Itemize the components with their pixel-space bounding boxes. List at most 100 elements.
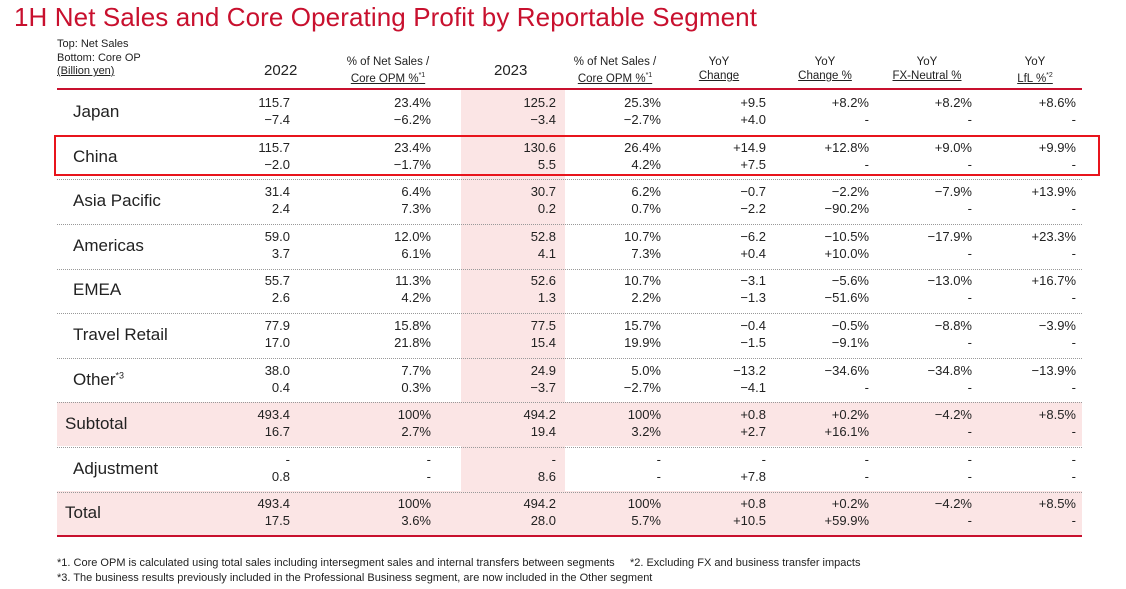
net-sales-yoy-change-cell: - bbox=[761, 451, 766, 467]
segment-name: Travel Retail bbox=[73, 325, 168, 344]
segment-name: Japan bbox=[73, 102, 120, 121]
segment-label: Total bbox=[65, 503, 101, 523]
net-sales-yoy-lfl-cell: +8.5% bbox=[1038, 496, 1076, 512]
footnote-1-2: *1. Core OPM is calculated using total s… bbox=[57, 557, 860, 569]
core-op-yoy-fx-neutral-cell: - bbox=[967, 290, 972, 306]
core-op-pct-2022-cell: 7.3% bbox=[401, 201, 431, 217]
core-op-pct-2022-cell: −1.7% bbox=[393, 156, 431, 172]
net-sales-yoy-change-cell: +0.8 bbox=[740, 496, 766, 512]
net-sales-yoy-change-pct-cell: +8.2% bbox=[831, 95, 869, 110]
segment-footnote-mark: *3 bbox=[115, 369, 125, 380]
net-sales-net-2022-cell: 31.4 bbox=[264, 184, 290, 200]
net-sales-pct-2022-cell: 12.0% bbox=[394, 228, 431, 244]
net-sales-yoy-change-pct-cell: −5.6% bbox=[831, 273, 869, 289]
segment-name: EMEA bbox=[73, 280, 122, 300]
footnote-2: Excluding FX and business transfer impac… bbox=[646, 557, 861, 569]
core-op-yoy-change-cell: +7.8 bbox=[740, 468, 766, 484]
header-yoy-l2: Change bbox=[698, 70, 740, 82]
core-op-pct-2023-cell: 5.7% bbox=[631, 513, 661, 529]
core-op-yoy-change-pct-cell: +59.9% bbox=[824, 513, 869, 529]
net-sales-yoy-change-cell: −6.2 bbox=[740, 228, 766, 244]
net-sales-yoy-change-pct-cell: −2.2% bbox=[831, 184, 869, 200]
net-sales-yoy-fx-neutral-cell: −8.8% bbox=[934, 318, 972, 333]
core-op-net-2023-cell: 4.1 bbox=[537, 245, 556, 261]
footnote-2-mark: *2. bbox=[629, 557, 644, 569]
net-sales-pct-2022-cell: 100% bbox=[397, 407, 431, 423]
core-op-pct-2022-cell: 6.1% bbox=[401, 245, 431, 261]
net-sales-net-2023-cell: 77.5 bbox=[530, 318, 556, 333]
core-op-pct-2022-cell: −6.2% bbox=[393, 112, 431, 127]
net-sales-net-2022-cell: - bbox=[285, 451, 290, 467]
net-sales-net-2023-cell: 494.2 bbox=[523, 496, 556, 512]
core-op-yoy-fx-neutral-cell: - bbox=[967, 112, 972, 127]
header-lfl: YoY LfL %*2 bbox=[1005, 55, 1065, 86]
net-sales-pct-2023-cell: 5.0% bbox=[631, 362, 661, 378]
footnote-1-mark: *1. bbox=[57, 557, 71, 569]
net-sales-yoy-change-pct-cell: +0.2% bbox=[831, 407, 869, 423]
core-op-net-2022-cell: −2.0 bbox=[264, 156, 290, 172]
core-op-yoy-change-pct-cell: −9.1% bbox=[831, 335, 869, 350]
net-sales-net-2023-cell: 30.7 bbox=[530, 184, 556, 200]
core-op-net-2022-cell: 2.6 bbox=[271, 290, 290, 306]
net-sales-pct-2022-cell: 15.8% bbox=[394, 318, 431, 333]
segment-name: Other bbox=[73, 369, 116, 389]
core-op-yoy-fx-neutral-cell: - bbox=[967, 379, 972, 395]
net-sales-yoy-change-cell: +14.9 bbox=[733, 139, 766, 155]
net-sales-yoy-fx-neutral-cell: +8.2% bbox=[934, 95, 972, 110]
segment-name: Total bbox=[65, 503, 101, 523]
net-sales-yoy-change-pct-cell: +0.2% bbox=[831, 496, 869, 512]
core-op-yoy-fx-neutral-cell: - bbox=[967, 201, 972, 217]
net-sales-yoy-lfl-cell: +8.5% bbox=[1038, 407, 1076, 423]
legend-unit: (Billion yen) bbox=[57, 65, 115, 77]
net-sales-net-2023-cell: 52.6 bbox=[530, 273, 556, 289]
net-sales-net-2022-cell: 115.7 bbox=[258, 139, 290, 155]
total-bg bbox=[57, 491, 1082, 535]
net-sales-net-2023-cell: 125.2 bbox=[523, 95, 556, 110]
core-op-net-2022-cell: 3.7 bbox=[271, 245, 290, 261]
header-pct-2023-l1: % of Net Sales / bbox=[573, 56, 657, 68]
core-op-yoy-change-pct-cell: +10.0% bbox=[824, 245, 869, 261]
header-lfl-l1: YoY bbox=[1024, 56, 1046, 68]
net-sales-yoy-lfl-cell: +23.3% bbox=[1031, 228, 1076, 244]
net-sales-pct-2022-cell: 11.3% bbox=[395, 273, 431, 289]
table-top-rule bbox=[57, 88, 1082, 90]
core-op-yoy-change-cell: −2.2 bbox=[740, 201, 766, 217]
net-sales-net-2023-cell: 130.6 bbox=[523, 139, 556, 155]
net-sales-net-2022-cell: 38.0 bbox=[264, 362, 290, 378]
header-2023: 2023 bbox=[494, 62, 528, 79]
core-op-pct-2023-cell: 2.2% bbox=[631, 290, 661, 306]
segment-name: Asia Pacific bbox=[73, 191, 161, 211]
core-op-pct-2022-cell: 4.2% bbox=[401, 290, 431, 306]
net-sales-pct-2022-cell: 100% bbox=[397, 496, 431, 512]
net-sales-yoy-fx-neutral-cell: −7.9% bbox=[934, 184, 972, 200]
core-op-yoy-change-cell: −4.1 bbox=[740, 379, 766, 395]
net-sales-yoy-change-pct-cell: −0.5% bbox=[831, 318, 869, 333]
table-row: Other*3 38.0 7.7% 24.9 5.0% −13.2 −34.6% −34.8%… bbox=[57, 358, 1082, 404]
header-pct-2022: % of Net Sales / Core OPM %*1 bbox=[338, 55, 438, 86]
footnote-3-line: *3. The business results previously incl… bbox=[57, 572, 652, 584]
net-sales-yoy-fx-neutral-cell: +9.0% bbox=[934, 139, 972, 155]
header-pct-2023-l2-text: Core OPM % bbox=[577, 72, 646, 85]
header-pct-2022-sup: *1 bbox=[418, 72, 426, 79]
core-op-yoy-lfl-cell: - bbox=[1071, 245, 1076, 261]
core-op-net-2023-cell: 15.4 bbox=[530, 335, 556, 350]
core-op-yoy-change-pct-cell: −90.2% bbox=[824, 201, 869, 217]
core-op-yoy-change-pct-cell: −51.6% bbox=[824, 290, 869, 306]
core-op-net-2023-cell: 1.3 bbox=[537, 290, 556, 306]
net-sales-pct-2023-cell: 15.7% bbox=[624, 318, 661, 333]
net-sales-yoy-lfl-cell: −13.9% bbox=[1031, 362, 1076, 378]
net-sales-net-2023-cell: 24.9 bbox=[530, 362, 556, 378]
net-sales-net-2022-cell: 493.4 bbox=[257, 496, 290, 512]
net-sales-yoy-fx-neutral-cell: −17.9% bbox=[927, 228, 972, 244]
core-op-yoy-lfl-cell: - bbox=[1071, 513, 1076, 529]
net-sales-pct-2023-cell: 26.4% bbox=[624, 139, 661, 155]
segment-label: Travel Retail bbox=[73, 325, 168, 345]
legend-top: Top: Net Sales bbox=[57, 38, 129, 50]
net-sales-yoy-lfl-cell: +13.9% bbox=[1031, 184, 1076, 200]
net-sales-yoy-lfl-cell: +16.7% bbox=[1031, 273, 1076, 289]
core-op-pct-2023-cell: 0.7% bbox=[631, 201, 661, 217]
header-pct-2022-l1: % of Net Sales / bbox=[346, 56, 430, 68]
net-sales-yoy-change-cell: −3.1 bbox=[740, 273, 766, 289]
table-row: EMEA 55.7 11.3% 52.6 10.7% −3.1 −5.6% −13.0% +16… bbox=[57, 268, 1082, 315]
core-op-yoy-change-cell: +2.7 bbox=[740, 424, 766, 440]
